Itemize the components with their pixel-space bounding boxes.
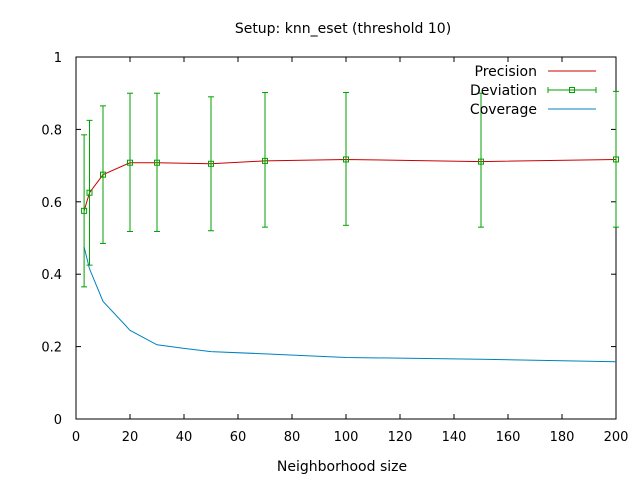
- deviation-point: [478, 158, 484, 165]
- plot-area: [81, 90, 619, 363]
- x-axis-label: Neighborhood size: [277, 459, 407, 475]
- deviation-point: [86, 189, 93, 196]
- x-axis: 0 20 40 60 80 100 120 140 160 180 200: [72, 57, 629, 445]
- x-tick-label: 80: [284, 430, 301, 445]
- y-tick-label: 0.6: [41, 196, 62, 211]
- legend-label-precision: Precision: [475, 64, 537, 80]
- y-axis: 0 0.2 0.4 0.6 0.8 1: [41, 51, 616, 428]
- y-tick-label: 0.4: [41, 268, 62, 283]
- y-tick-label: 1: [54, 51, 62, 66]
- x-tick-label: 0: [72, 430, 80, 445]
- legend-label-deviation: Deviation: [470, 83, 537, 99]
- x-tick-label: 60: [230, 430, 247, 445]
- series-line-precision: [83, 158, 617, 211]
- deviation-point: [81, 207, 88, 214]
- x-tick-label: 200: [604, 430, 629, 445]
- y-tick-label: 0: [54, 413, 62, 428]
- x-tick-label: 40: [176, 430, 193, 445]
- deviation-point: [100, 171, 106, 178]
- legend-label-coverage: Coverage: [470, 102, 537, 118]
- deviation-point: [343, 156, 349, 163]
- series-line-coverage: [83, 246, 617, 363]
- x-tick-label: 160: [496, 430, 521, 445]
- deviation-point: [208, 160, 214, 167]
- y-tick-label: 0.8: [41, 123, 62, 138]
- x-tick-label: 140: [442, 430, 467, 445]
- chart-title: Setup: knn_eset (threshold 10): [235, 21, 451, 37]
- deviation-point: [262, 157, 268, 164]
- legend: Precision Deviation Coverage: [470, 64, 597, 118]
- deviation-point: [613, 156, 619, 163]
- x-tick-label: 180: [550, 430, 575, 445]
- x-tick-label: 100: [334, 430, 359, 445]
- x-tick-label: 20: [122, 430, 139, 445]
- x-tick-label: 120: [388, 430, 413, 445]
- deviation-point: [127, 159, 133, 166]
- deviation-point: [154, 159, 160, 166]
- y-tick-label: 0.2: [41, 341, 62, 356]
- legend-sample-marker: [569, 87, 575, 93]
